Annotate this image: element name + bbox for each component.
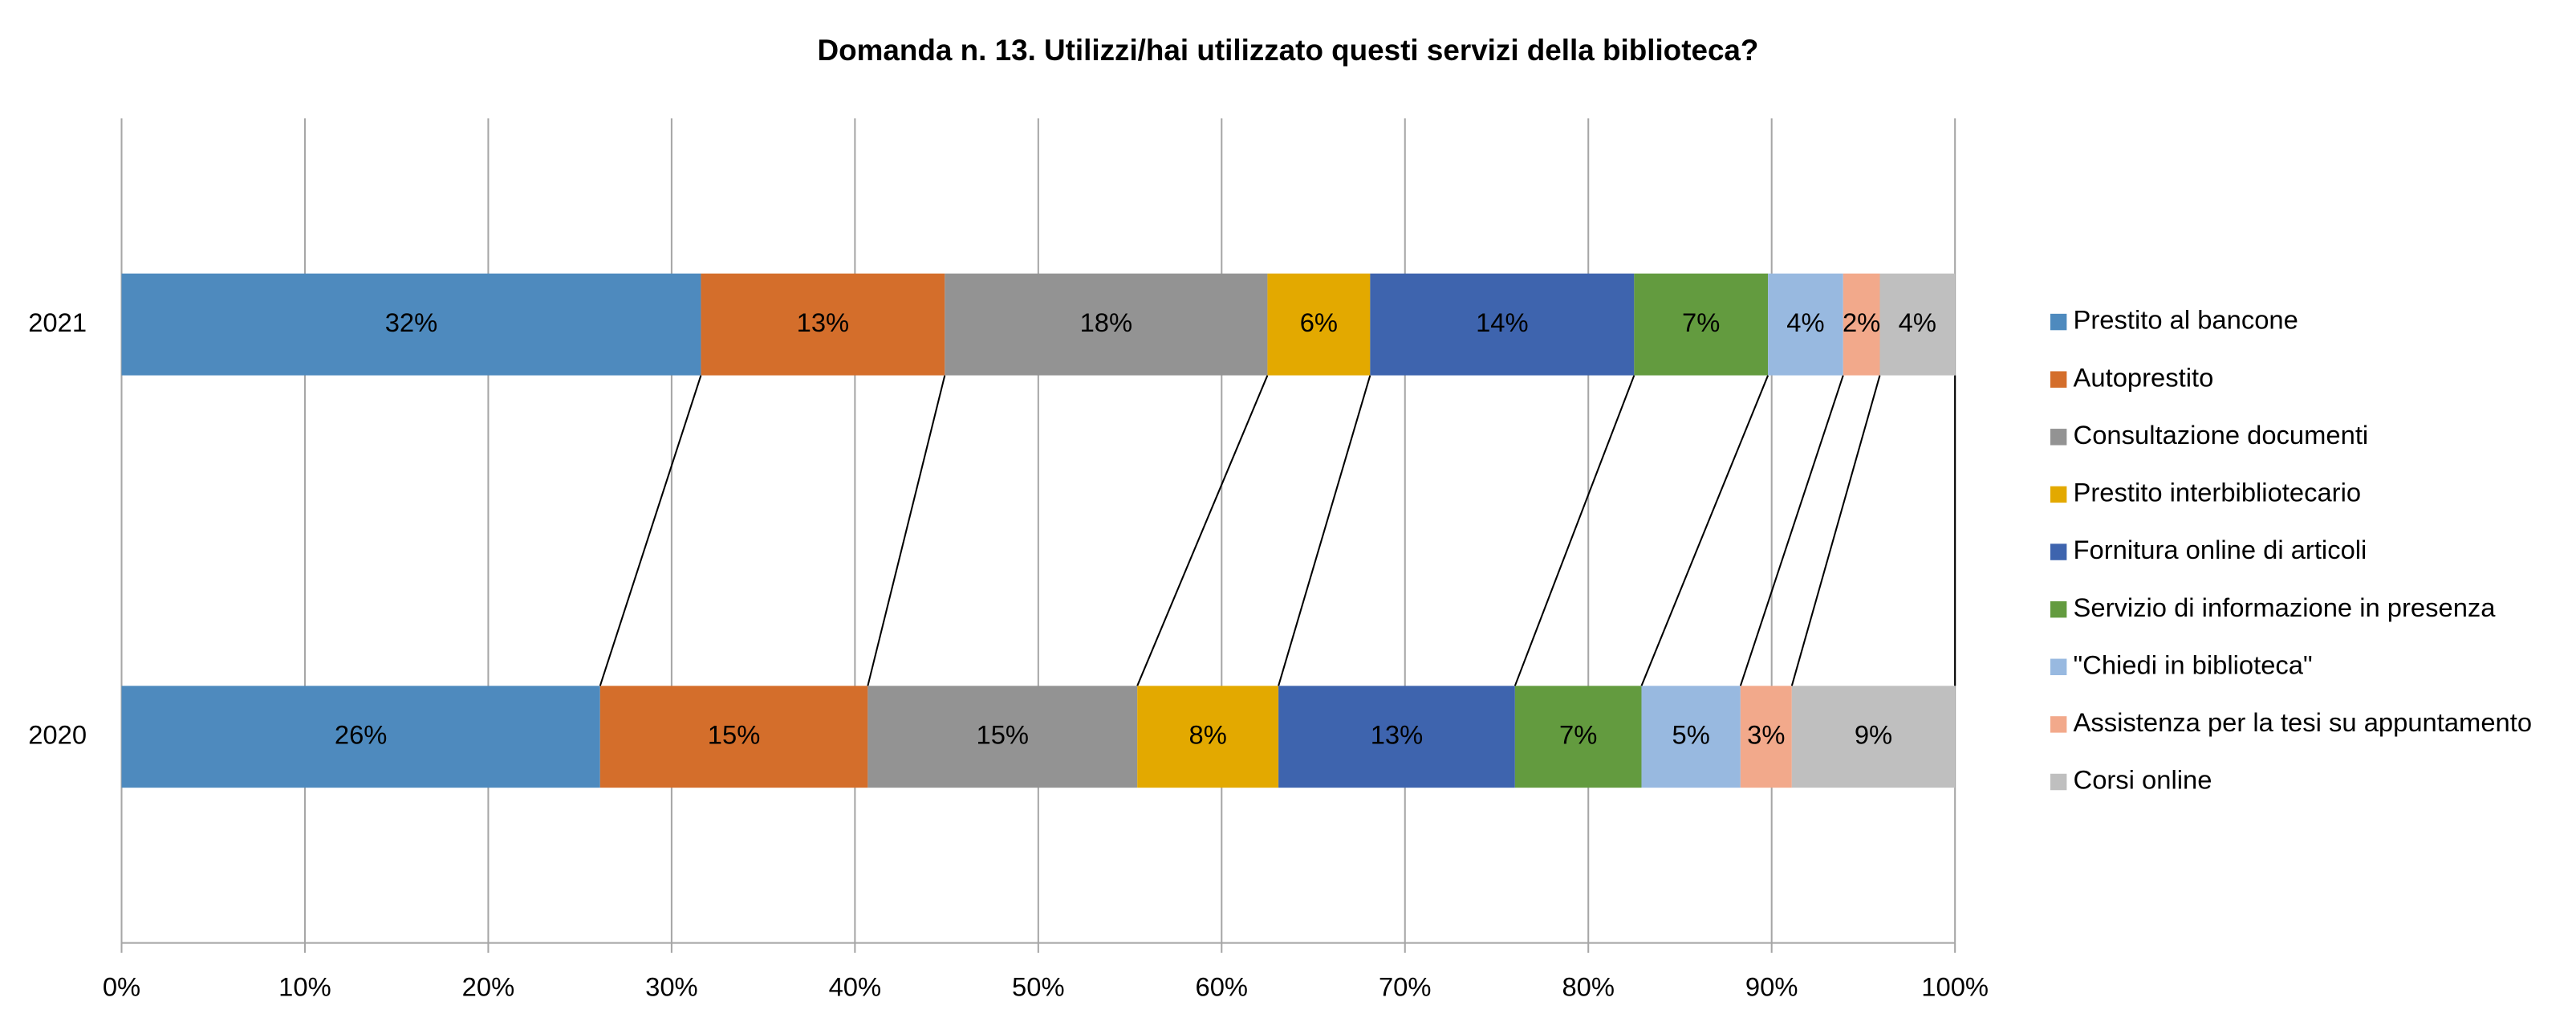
x-tick-label: 80%: [1562, 972, 1615, 1002]
x-tick-label: 70%: [1379, 972, 1432, 1002]
bar-segment: [1740, 686, 1792, 788]
y-tick-label: 2021: [28, 307, 87, 337]
legend-label: Fornitura online di articoli: [2074, 535, 2367, 564]
series-line: [1739, 375, 1844, 686]
bar-segment: [1267, 273, 1371, 376]
x-tick-label: 90%: [1745, 972, 1798, 1002]
bar-segment: [1137, 686, 1279, 788]
legend-swatch: [2050, 313, 2067, 331]
bar-segment: [1514, 686, 1642, 788]
legend-label: "Chiedi in biblioteca": [2074, 649, 2313, 679]
bar-segment: [1791, 686, 1956, 788]
legend-label: Autoprestito: [2074, 362, 2214, 392]
x-tick-label: 60%: [1196, 972, 1249, 1002]
bar-segment: [1634, 273, 1769, 376]
series-line: [1136, 375, 1269, 686]
x-tick-label: 100%: [1921, 972, 1989, 1002]
series-line: [599, 375, 702, 686]
x-tick-label: 20%: [462, 972, 515, 1002]
series-line: [1278, 375, 1371, 686]
series-line: [1640, 375, 1769, 686]
y-tick-label: 2020: [28, 719, 87, 749]
data-label: 6%: [1300, 307, 1338, 337]
legend-label: Prestito al bancone: [2074, 305, 2298, 335]
x-tick-label: 50%: [1012, 972, 1065, 1002]
series-line: [1514, 375, 1635, 686]
legend-swatch: [2050, 658, 2067, 676]
legend-swatch: [2050, 486, 2067, 503]
bar-segment: [1768, 273, 1843, 376]
data-label: 8%: [1188, 719, 1226, 749]
data-label: 4%: [1899, 307, 1936, 337]
legend-swatch: [2050, 543, 2067, 560]
data-label: 13%: [797, 307, 850, 337]
series-line: [1790, 375, 1881, 686]
bar-segment: [701, 273, 945, 376]
legend-swatch: [2050, 371, 2067, 388]
data-label: 18%: [1080, 307, 1133, 337]
data-label: 14%: [1476, 307, 1529, 337]
x-tick-label: 40%: [829, 972, 882, 1002]
data-label: 15%: [708, 719, 761, 749]
data-label: 15%: [977, 719, 1030, 749]
bar-segment: [1641, 686, 1741, 788]
data-label: 9%: [1855, 719, 1892, 749]
legend-swatch: [2050, 716, 2067, 733]
data-label: 7%: [1559, 719, 1597, 749]
data-label: 13%: [1371, 719, 1424, 749]
data-label: 4%: [1786, 307, 1824, 337]
bar-segment: [1843, 273, 1880, 376]
legend-label: Consultazione documenti: [2074, 420, 2369, 450]
bar-segment: [599, 686, 868, 788]
bar-segment: [945, 273, 1268, 376]
data-label: 3%: [1747, 719, 1785, 749]
bar-segment: [867, 686, 1138, 788]
bar-segment: [121, 686, 600, 788]
legend-label: Corsi online: [2074, 765, 2212, 795]
bar-segment: [1278, 686, 1515, 788]
x-tick-label: 10%: [278, 972, 331, 1002]
bar-segment: [1879, 273, 1956, 376]
x-tick-label: 0%: [103, 972, 140, 1002]
data-label: 26%: [335, 719, 388, 749]
x-tick-label: 30%: [645, 972, 698, 1002]
legend-swatch: [2050, 773, 2067, 791]
data-label: 2%: [1843, 307, 1880, 337]
legend-swatch: [2050, 429, 2067, 446]
data-label: 7%: [1682, 307, 1720, 337]
legend-label: Assistenza per la tesi su appuntamento: [2074, 707, 2533, 737]
legend-swatch: [2050, 600, 2067, 618]
bar-segment: [1370, 273, 1635, 376]
chart-title: Domanda n. 13. Utilizzi/hai utilizzato q…: [818, 34, 1759, 67]
data-label: 5%: [1672, 719, 1710, 749]
series-line: [867, 375, 946, 686]
legend-label: Servizio di informazione in presenza: [2074, 592, 2497, 622]
bar-segment: [121, 273, 701, 376]
data-label: 32%: [385, 307, 438, 337]
legend-label: Prestito interbibliotecario: [2074, 478, 2362, 507]
